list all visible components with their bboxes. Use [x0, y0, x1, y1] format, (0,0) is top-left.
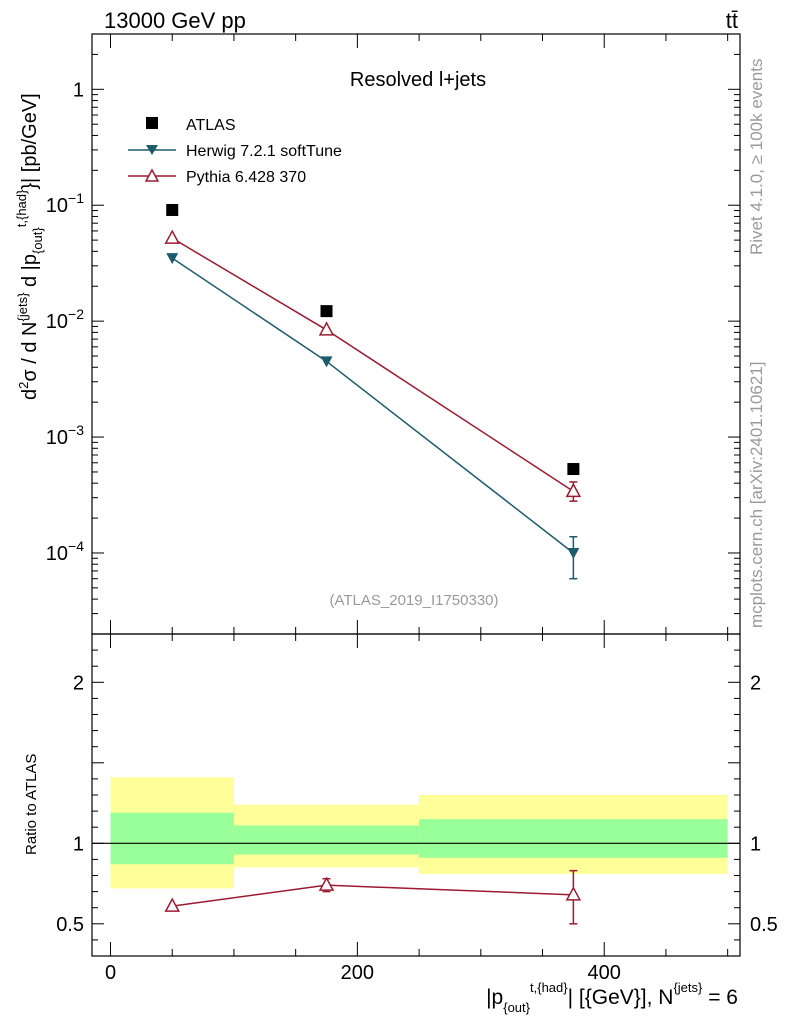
atlas-point-2	[567, 463, 580, 476]
atlas-point-0	[166, 203, 179, 216]
main-y-tick-label: 10−3	[46, 422, 84, 449]
main-y-tick-label: 10−1	[46, 190, 84, 217]
rivet-version-label: Rivet 4.1.0, ≥ 100k events	[747, 59, 766, 255]
legend-marker-atlas	[146, 117, 158, 129]
legend: ATLAS Herwig 7.2.1 softTune Pythia 6.428…	[128, 117, 342, 186]
energy-label: 13000 GeV pp	[104, 8, 246, 33]
legend-marker-herwig	[146, 145, 158, 155]
main-y-tick-label: 10−4	[46, 538, 84, 565]
legend-label-herwig: Herwig 7.2.1 softTune	[186, 143, 342, 160]
ratio-y-tick-label-right: 1	[750, 833, 761, 855]
x-axis-label: |p{out}t,{had}| [{GeV}], N{jets} = 6	[486, 980, 738, 1015]
process-label: tt̄	[726, 8, 738, 33]
herwig-point-0	[166, 253, 179, 265]
stat-uncertainty-band-1	[233, 825, 420, 855]
main-y-axis-label: d2σ / d N{jets} d |p{out}t,{had}}| [pb/G…	[14, 93, 45, 400]
ratio-panel: 0 200 400 0.5 0.5 1 1 2 2	[56, 633, 778, 984]
legend-label-pythia: Pythia 6.428 370	[186, 169, 306, 186]
legend-label-atlas: ATLAS	[186, 117, 236, 134]
herwig-point-1	[320, 356, 333, 368]
x-tick-label: 400	[588, 962, 621, 984]
mcplots-label: mcplots.cern.ch [arXiv:2401.10621]	[747, 362, 766, 628]
main-y-tick-label: 1	[73, 79, 84, 101]
pythia-line	[171, 237, 574, 492]
ratio-y-tick-label: 2	[73, 672, 84, 694]
herwig-line	[171, 257, 574, 554]
main-y-tick-label: 10−2	[46, 306, 84, 333]
main-panel: 1 10−1 10−2 10−3 10−4	[46, 33, 741, 648]
pythia-ratio-point-0	[164, 897, 180, 912]
ratio-y-axis-label: Ratio to ATLAS	[23, 754, 40, 855]
x-tick-label: 0	[105, 962, 116, 984]
plot-title: Resolved l+jets	[350, 69, 486, 91]
pythia-point-2	[565, 482, 582, 498]
herwig-point-2	[567, 547, 580, 559]
pythia-point-1	[318, 321, 335, 336]
ratio-y-tick-label-right: 0.5	[750, 914, 778, 936]
atlas-point-1	[320, 305, 333, 318]
stat-uncertainty-band-0	[110, 812, 234, 865]
pythia-ratio-point-2	[565, 886, 582, 901]
x-tick-label: 200	[341, 962, 374, 984]
pythia-ratio-point-1	[318, 876, 335, 891]
analysis-id-label: (ATLAS_2019_I1750330)	[329, 592, 498, 609]
pythia-point-0	[164, 229, 180, 244]
ratio-y-tick-label: 0.5	[56, 914, 84, 936]
legend-marker-pythia	[144, 168, 160, 182]
stat-uncertainty-band-2	[419, 819, 728, 858]
ratio-y-tick-label: 1	[73, 833, 84, 855]
ratio-y-tick-label-right: 2	[750, 672, 761, 694]
